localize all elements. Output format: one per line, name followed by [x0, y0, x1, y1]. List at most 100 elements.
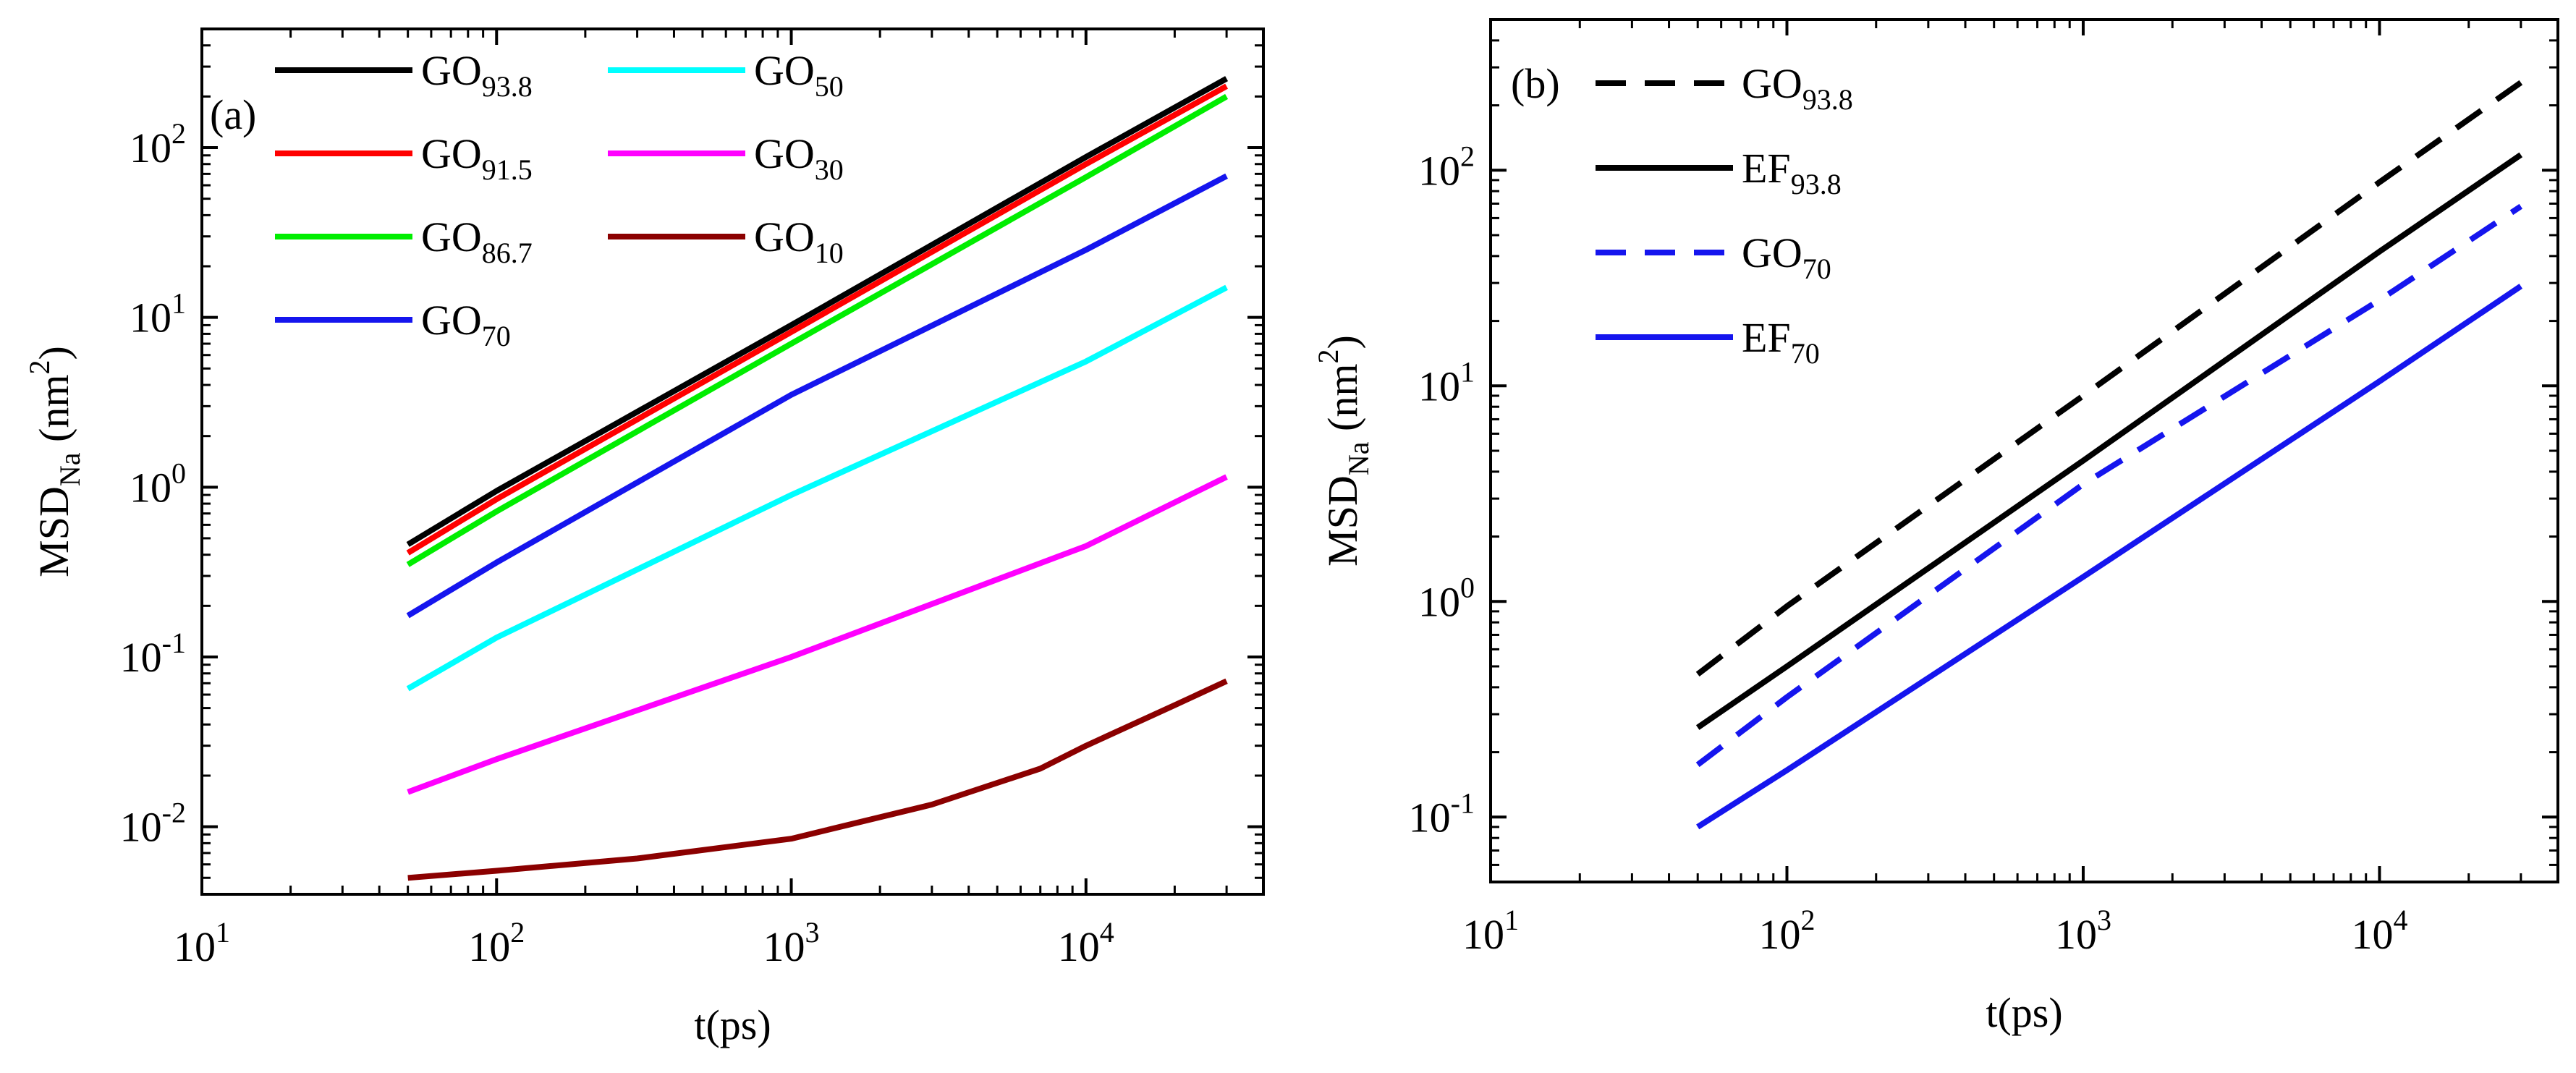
legend-label-subscript: 10 [815, 237, 844, 269]
y-axis-label: MSDNa (nm2) [1312, 335, 1375, 567]
y-tick-label: 100 [130, 457, 186, 511]
tick-base: 10 [468, 923, 510, 970]
tick-base: 10 [130, 294, 171, 342]
tick-exponent: 3 [2097, 904, 2111, 936]
legend-label: GO30 [754, 130, 844, 186]
y-label-unit: (nm [30, 375, 77, 453]
legend-label-base: GO [421, 130, 482, 177]
x-axis-label: t(ps) [1986, 989, 2062, 1036]
tick-exponent: 4 [2393, 904, 2407, 936]
tick-exponent: 0 [1460, 571, 1475, 603]
y-label-unit-close: ) [1319, 335, 1366, 349]
legend-label: EF70 [1742, 314, 1820, 370]
tick-exponent: 3 [805, 916, 820, 949]
legend-label-subscript: 70 [1791, 337, 1820, 370]
tick-base: 10 [1418, 578, 1460, 625]
legend-label-base: GO [421, 297, 482, 344]
legend-label: GO91.5 [421, 130, 533, 186]
legend-label-base: EF [1742, 314, 1791, 361]
series-line-go-93-8 [1695, 80, 2523, 677]
tick-exponent: 2 [1460, 140, 1475, 172]
tick-base: 10 [1409, 794, 1451, 841]
legend-label-base: GO [754, 47, 815, 94]
series-line-go-70 [406, 173, 1228, 619]
panel-label: (a) [210, 91, 256, 138]
x-tick-label: 102 [1758, 904, 1815, 958]
y-label-subscript: Na [1342, 441, 1375, 475]
legend-label: GO93.8 [1742, 60, 1853, 116]
legend-label-base: GO [1742, 229, 1802, 276]
x-axis-label: t(ps) [694, 1001, 771, 1048]
tick-base: 10 [2351, 911, 2393, 958]
legend-label-base: GO [754, 213, 815, 260]
tick-exponent: 2 [1800, 904, 1815, 936]
tick-exponent: 1 [216, 916, 230, 949]
tick-base: 10 [1462, 911, 1504, 958]
x-tick-label: 102 [468, 916, 525, 970]
series-line-go-93-8 [406, 76, 1229, 547]
tick-exponent: -1 [1451, 786, 1475, 819]
tick-exponent: 1 [1460, 355, 1475, 388]
x-tick-label: 103 [763, 916, 820, 970]
x-tick-label: 104 [2351, 904, 2407, 958]
legend-label: GO70 [421, 297, 511, 352]
tick-base: 10 [1758, 911, 1800, 958]
y-label-superscript: 2 [23, 360, 56, 375]
series-line-go-30 [407, 474, 1228, 795]
tick-exponent: 1 [171, 287, 186, 320]
y-label-unit-close: ) [30, 346, 77, 360]
series-line-go-10 [407, 678, 1228, 881]
y-label-unit: (nm [1319, 364, 1366, 442]
tick-exponent: 1 [1504, 904, 1519, 936]
tick-base: 10 [2055, 911, 2097, 958]
legend-label-base: GO [421, 213, 482, 260]
x-tick-label: 101 [1462, 904, 1519, 958]
y-label-subscript: Na [54, 452, 86, 486]
legend-label: GO50 [754, 47, 844, 103]
panel-label: (b) [1511, 60, 1560, 107]
tick-exponent: 0 [171, 457, 186, 489]
plot-frame [1489, 18, 2559, 883]
series-line-ef-70 [1696, 284, 2523, 830]
legend-label-base: GO [754, 130, 815, 177]
legend-label-base: GO [1742, 60, 1802, 107]
tick-base: 10 [130, 124, 171, 171]
legend-label: GO10 [754, 213, 844, 269]
tick-exponent: 2 [171, 117, 186, 150]
y-label-main: MSD [1319, 475, 1366, 567]
legend-label-subscript: 91.5 [482, 153, 533, 186]
tick-exponent: 2 [510, 916, 525, 949]
legend-label-subscript: 93.8 [1802, 83, 1853, 116]
legend-label: GO70 [1742, 229, 1831, 285]
x-tick-label: 103 [2055, 904, 2111, 958]
y-label-main: MSD [30, 486, 77, 577]
legend-label: GO86.7 [421, 213, 533, 269]
tick-exponent: -1 [162, 627, 186, 659]
y-tick-label: 102 [1418, 140, 1475, 194]
y-tick-label: 101 [130, 287, 186, 342]
tick-base: 10 [120, 634, 162, 681]
y-tick-label: 101 [1418, 355, 1475, 410]
x-tick-label: 104 [1058, 916, 1114, 970]
chart-panel-1: 101 102 103 10410-210-1100101102t(ps)MSDNa … [23, 27, 1265, 1048]
tick-base: 10 [120, 804, 162, 851]
tick-base: 10 [763, 923, 805, 970]
y-tick-label: 10-1 [120, 627, 186, 681]
plot-frame [200, 27, 1265, 896]
legend-label: GO93.8 [421, 47, 533, 103]
tick-base: 10 [1058, 923, 1100, 970]
y-label-superscript: 2 [1312, 349, 1344, 364]
tick-exponent: 4 [1100, 916, 1114, 949]
legend-label-base: GO [421, 47, 482, 94]
series-line-go-70 [1695, 203, 2523, 768]
series-line-go-50 [406, 284, 1228, 692]
legend-label-subscript: 93.8 [482, 70, 533, 103]
y-tick-label: 100 [1418, 571, 1475, 625]
tick-base: 10 [174, 923, 216, 970]
y-axis-label: MSDNa (nm2) [23, 346, 86, 577]
tick-exponent: -2 [162, 797, 186, 829]
